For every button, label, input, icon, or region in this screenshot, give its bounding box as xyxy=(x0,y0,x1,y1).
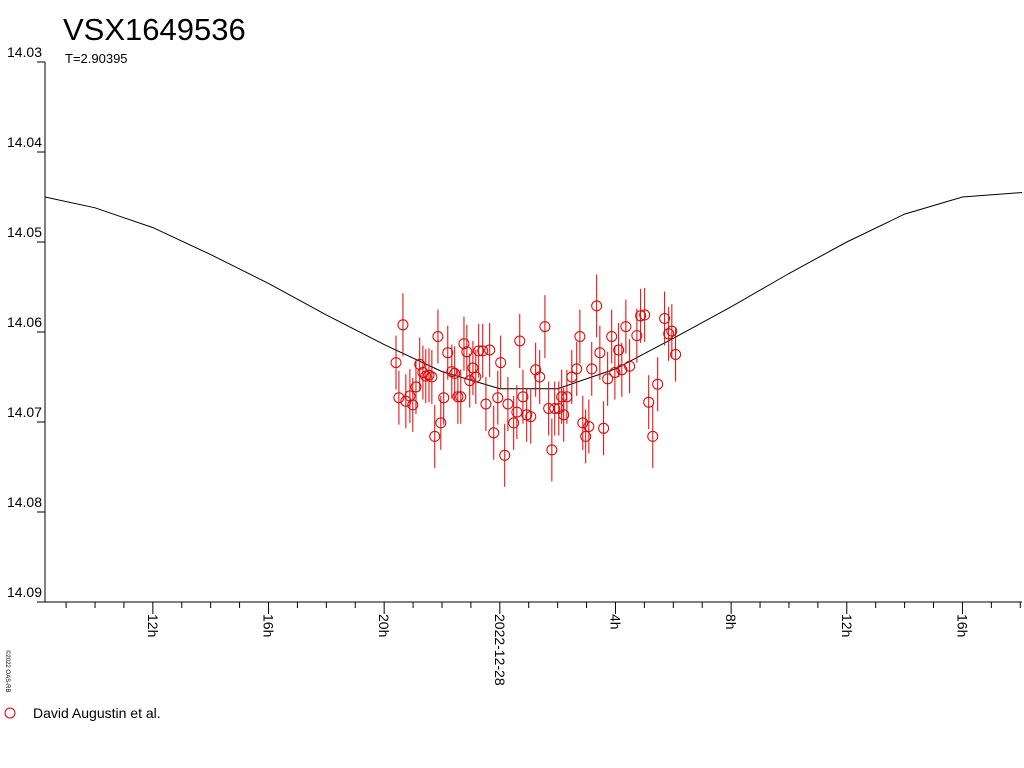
data-point xyxy=(473,345,485,357)
data-point xyxy=(631,330,643,342)
data-point xyxy=(446,366,458,378)
data-point xyxy=(580,430,592,442)
x-tick-label: 4h xyxy=(607,614,623,630)
data-point xyxy=(407,399,419,411)
data-point xyxy=(517,391,529,403)
data-point xyxy=(499,449,511,461)
data-point xyxy=(514,335,526,347)
data-point xyxy=(635,310,647,322)
x-tick-label: 16h xyxy=(261,614,277,637)
data-point xyxy=(477,345,489,357)
y-tick-label: 14.06 xyxy=(7,314,42,330)
data-point xyxy=(666,325,678,337)
data-point xyxy=(624,360,636,372)
data-point xyxy=(609,367,621,378)
data-point xyxy=(586,363,598,375)
x-tick-label: 20h xyxy=(376,614,392,637)
data-point xyxy=(539,321,551,333)
data-point xyxy=(435,417,447,429)
y-tick-label: 14.04 xyxy=(7,134,42,150)
data-point xyxy=(417,367,429,378)
data-point xyxy=(571,363,583,375)
data-point xyxy=(449,367,461,379)
data-point xyxy=(397,319,409,331)
x-tick-label: 2022-12-28 xyxy=(492,614,508,686)
data-point xyxy=(577,417,589,429)
data-point xyxy=(511,406,523,418)
data-point xyxy=(480,398,492,410)
data-point xyxy=(534,371,546,383)
data-point xyxy=(438,392,450,404)
data-point xyxy=(525,411,537,423)
data-point xyxy=(670,349,682,360)
legend-marker xyxy=(4,707,16,719)
data-point xyxy=(574,331,586,342)
y-tick-label: 14.05 xyxy=(7,224,42,240)
data-point xyxy=(455,391,467,403)
data-point xyxy=(495,357,507,369)
x-tick-label: 16h xyxy=(954,614,970,637)
data-point xyxy=(423,369,435,381)
data-point xyxy=(470,371,482,383)
data-point xyxy=(414,358,426,370)
y-tick-label: 14.09 xyxy=(7,584,42,600)
data-point xyxy=(643,396,655,408)
x-tick-label: 12h xyxy=(839,614,855,637)
data-point xyxy=(432,331,444,342)
data-point xyxy=(602,373,614,385)
data-point xyxy=(492,392,504,404)
fit-curve xyxy=(44,192,1023,390)
x-tick-label: 8h xyxy=(723,614,739,630)
data-point xyxy=(558,409,570,421)
data-point xyxy=(639,309,651,321)
data-point xyxy=(583,421,595,432)
data-point xyxy=(464,375,476,387)
data-point xyxy=(647,430,659,442)
data-point xyxy=(591,300,603,312)
data-point xyxy=(652,378,664,390)
data-point xyxy=(484,344,496,356)
legend-label: David Augustin et al. xyxy=(33,705,161,721)
chart-subtitle: T=2.90395 xyxy=(65,51,128,66)
data-point xyxy=(426,371,438,383)
y-tick-label: 14.08 xyxy=(7,494,42,510)
data-point xyxy=(620,321,632,333)
data-point xyxy=(461,346,473,358)
data-point xyxy=(663,328,675,340)
data-point xyxy=(659,313,671,324)
data-point xyxy=(613,344,625,356)
x-tick-label: 12h xyxy=(145,614,161,637)
copyright: ©2022 OAS-RB xyxy=(4,650,11,692)
chart-title: VSX1649536 xyxy=(63,12,246,47)
data-point xyxy=(549,403,561,414)
data-point xyxy=(594,347,606,359)
y-tick-label: 14.07 xyxy=(7,404,42,420)
data-point xyxy=(546,444,558,456)
y-tick-label: 14.03 xyxy=(7,44,42,60)
data-point xyxy=(442,347,454,359)
data-point xyxy=(390,357,402,369)
data-point xyxy=(410,381,422,393)
data-point xyxy=(502,398,514,410)
data-point xyxy=(508,417,520,429)
data-point xyxy=(488,427,500,439)
data-point xyxy=(598,422,610,434)
data-point xyxy=(452,391,464,403)
data-point xyxy=(393,392,405,404)
data-point xyxy=(458,338,470,350)
data-point xyxy=(429,430,441,442)
data-point xyxy=(606,331,618,342)
